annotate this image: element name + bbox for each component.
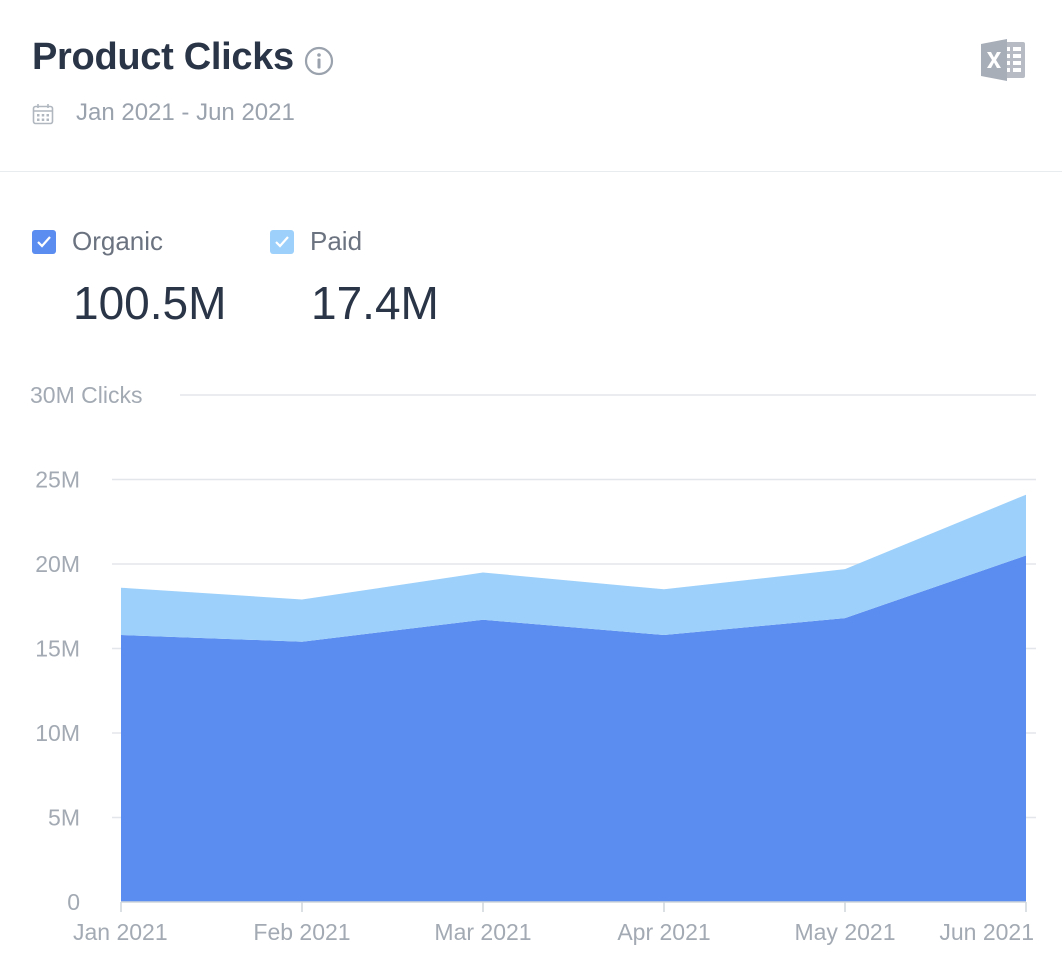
card-header: Product Clicks xyxy=(0,0,1062,172)
page-title: Product Clicks xyxy=(32,36,294,78)
area-paid[interactable] xyxy=(121,494,1026,642)
organic-checkbox[interactable] xyxy=(32,230,56,254)
area-organic[interactable] xyxy=(121,555,1026,903)
x-axis-labels: Jan 2021 Feb 2021 Mar 2021 Apr 2021 May 2021… xyxy=(73,919,1034,945)
y-tick-label: 15M xyxy=(35,636,80,662)
date-range-text: Jan 2021 - Jun 2021 xyxy=(76,99,295,126)
calendar-icon xyxy=(32,104,54,125)
x-tick-label: Apr 2021 xyxy=(617,919,710,945)
legend-paid-label: Paid xyxy=(310,226,363,256)
x-tick-label: Jun 2021 xyxy=(939,919,1034,945)
y-tick-label: 25M xyxy=(35,467,80,493)
check-icon xyxy=(37,236,51,248)
x-tick-label: Feb 2021 xyxy=(253,919,350,945)
x-tick-label: Jan 2021 xyxy=(73,919,168,945)
legend-organic-label: Organic xyxy=(72,226,164,256)
y-axis-labels: 0 5M 10M 15M 20M 25M 30M Clicks xyxy=(30,382,142,915)
y-tick-label: 0 xyxy=(67,889,80,915)
y-tick-label: 5M xyxy=(48,805,80,831)
info-icon[interactable] xyxy=(304,46,334,76)
areas xyxy=(121,494,1026,903)
y-tick-label: 20M xyxy=(35,551,80,577)
x-axis xyxy=(120,901,1027,912)
check-icon xyxy=(275,236,289,248)
paid-checkbox[interactable] xyxy=(270,230,294,254)
y-tick-label: 10M xyxy=(35,720,80,746)
y-top-label: 30M Clicks xyxy=(30,382,142,408)
legend-paid-total: 17.4M xyxy=(311,277,439,329)
legend-organic-total: 100.5M xyxy=(73,277,227,329)
x-tick-label: Mar 2021 xyxy=(434,919,531,945)
x-tick-label: May 2021 xyxy=(794,919,895,945)
excel-export-icon[interactable] xyxy=(979,38,1027,82)
